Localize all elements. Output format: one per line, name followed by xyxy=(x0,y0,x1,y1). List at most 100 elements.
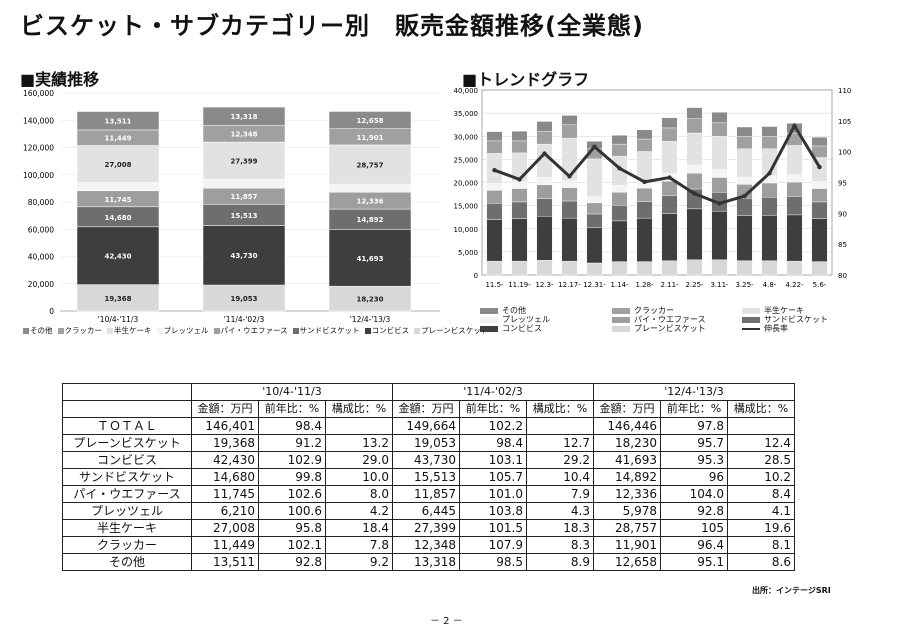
table-cell: 13,318 xyxy=(392,553,460,571)
data-label: 43,730 xyxy=(230,252,257,260)
legend-label: プレーンビスケット xyxy=(634,324,706,333)
growth-rate-point xyxy=(792,123,797,128)
table-row: サンドビスケット 14,680 99.8 10.0 15,513 105.7 10.4 14,… xyxy=(62,468,795,486)
y-tick-label: 35,000 xyxy=(454,110,479,118)
growth-rate-point xyxy=(717,201,722,206)
data-label: 12,348 xyxy=(230,131,257,139)
results-chart-legend: その他 クラッカー 半生ケーキ プレッツェル パイ・ウエファース サンドビスケット コンビビ… xyxy=(18,325,488,336)
bar-segment-hannama xyxy=(328,144,412,185)
table-cell: 8.1 xyxy=(727,536,795,554)
table-cell: 11,449 xyxy=(191,536,259,554)
legend-item: プレーンビスケット xyxy=(612,323,706,334)
trend-chart: 0 5,000 10,000 15,000 20,000 25,000 30,000 35,0… xyxy=(454,87,852,289)
x-tick-label: 11.5- xyxy=(485,281,504,289)
growth-rate-point xyxy=(542,151,547,156)
data-label: 11,857 xyxy=(230,193,257,201)
bar-segment-pretzel xyxy=(511,181,528,189)
bar-segment-cracker xyxy=(636,138,653,152)
table-row: その他 13,511 92.8 9.2 13,318 98.5 8.9 12,658 95.1 8… xyxy=(62,553,795,571)
table-row: 半生ケーキ 27,008 95.8 18.4 27,399 101.5 18.3 28,757… xyxy=(62,519,795,537)
table-cell xyxy=(727,417,795,435)
legend-label: パイ・ウエファース xyxy=(634,315,706,324)
bar-segment-plain xyxy=(511,260,528,276)
legend-swatch xyxy=(57,328,64,334)
bar-segment-sand xyxy=(511,201,528,219)
bar-segment-plain xyxy=(328,285,412,312)
table-cell: 10.0 xyxy=(325,468,393,486)
bar-segment-pretzel xyxy=(536,177,553,186)
table-cell: プレッツェル xyxy=(62,502,192,520)
table-cell: 前年比：% xyxy=(459,400,527,418)
table-cell: 11,745 xyxy=(191,485,259,503)
legend-swatch xyxy=(480,325,498,332)
bar-segment-conv xyxy=(611,220,628,262)
legend-swatch xyxy=(292,328,299,334)
table-cell: '10/4-'11/3 xyxy=(191,383,393,401)
x-tick-label: 12.17- xyxy=(558,281,581,289)
x-tick-label: 3.11- xyxy=(710,281,729,289)
table-cell: 6,210 xyxy=(191,502,259,520)
bar-segment-cracker xyxy=(486,140,503,154)
x-tick-label: 4.22- xyxy=(785,281,804,289)
data-label: 27,399 xyxy=(230,158,257,166)
y2-tick-label: 100 xyxy=(838,149,851,157)
table-cell: プレーンビスケット xyxy=(62,434,192,452)
table-cell: 101.5 xyxy=(459,519,527,537)
y-tick-label: 10,000 xyxy=(454,226,479,234)
table-cell: 103.8 xyxy=(459,502,527,520)
bar-segment-sonota xyxy=(511,130,528,142)
table-cell: 102.2 xyxy=(459,417,527,435)
bar-segment-sand xyxy=(611,204,628,222)
legend-label: パイ・ウエファース xyxy=(220,326,288,335)
data-label: 28,757 xyxy=(356,162,383,170)
table-row: プレッツェル 6,210 100.6 4.2 6,445 103.8 4.3 5,978 92.… xyxy=(62,502,795,520)
data-label: 14,892 xyxy=(356,216,383,224)
bar-segment-cracker xyxy=(761,136,778,149)
table-cell: 7.9 xyxy=(526,485,594,503)
table-cell xyxy=(526,417,594,435)
data-label: 13,318 xyxy=(230,113,257,121)
table-row: パイ・ウエファース 11,745 102.6 8.0 11,857 101.0 7.9 12,… xyxy=(62,485,795,503)
y2-tick-label: 85 xyxy=(838,241,847,249)
table-header-row: '10/4-'11/3'11/4-'02/3'12/4-'13/3 xyxy=(62,383,795,401)
table-cell: 19,053 xyxy=(392,434,460,452)
table-cell: 107.9 xyxy=(459,536,527,554)
bar-segment-conv xyxy=(536,216,553,261)
bar-segment-sonota xyxy=(686,107,703,119)
table-cell: パイ・ウエファース xyxy=(62,485,192,503)
growth-rate-point xyxy=(492,167,497,173)
bar-segment-pie xyxy=(536,184,553,199)
bar-segment-conv xyxy=(686,208,703,260)
legend-swatch xyxy=(742,316,760,323)
table-cell: 11,901 xyxy=(593,536,661,554)
data-label: 41,693 xyxy=(356,255,383,263)
legend-label: コンビビス xyxy=(371,326,410,335)
legend-label: プレッツェル xyxy=(502,315,550,324)
bar-segment-conv xyxy=(661,213,678,261)
page-number: － 2 － xyxy=(430,616,463,627)
table-cell: 95.1 xyxy=(660,553,728,571)
bar-segment-sand xyxy=(761,197,778,216)
legend-label: クラッカー xyxy=(634,306,674,315)
legend-label: 半生ケーキ xyxy=(764,306,804,315)
bar-segment-sand xyxy=(486,203,503,220)
bar-segment-hannama xyxy=(586,158,603,198)
bar-segment-pie xyxy=(811,188,828,203)
bar-segment-pie xyxy=(586,202,603,215)
y-tick-label: 25,000 xyxy=(454,156,479,164)
bar-segment-sonota xyxy=(811,136,828,147)
table-cell: 4.3 xyxy=(526,502,594,520)
bar-segment-cracker xyxy=(536,130,553,145)
bar-segment-sonota xyxy=(611,135,628,145)
bar-segment-pie xyxy=(711,177,728,193)
table-cell: 半生ケーキ xyxy=(62,519,192,537)
table-cell: 金額：万円 xyxy=(191,400,259,418)
growth-rate-line xyxy=(493,122,821,206)
table-cell: 8.3 xyxy=(526,536,594,554)
bar-segment-cracker xyxy=(611,143,628,157)
y-tick-label: 40,000 xyxy=(28,253,54,262)
bar-segment-pie xyxy=(611,192,628,206)
legend-item: プレッツェル xyxy=(480,314,550,325)
table-cell: 金額：万円 xyxy=(593,400,661,418)
y-tick-label: 40,000 xyxy=(454,87,479,95)
